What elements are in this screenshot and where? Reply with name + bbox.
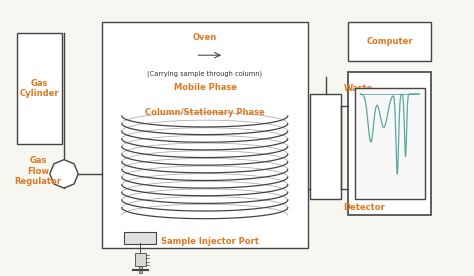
FancyBboxPatch shape — [124, 232, 156, 244]
Text: (Carrying sample through column): (Carrying sample through column) — [147, 70, 263, 77]
Text: Mobile Phase: Mobile Phase — [173, 83, 237, 92]
Text: Computer: Computer — [366, 37, 413, 46]
Text: Oven: Oven — [193, 33, 217, 42]
FancyBboxPatch shape — [348, 22, 431, 61]
Text: Gas
Cylinder: Gas Cylinder — [19, 79, 59, 98]
Text: Detector: Detector — [344, 203, 385, 212]
Text: Gas
Flow
Regulator: Gas Flow Regulator — [14, 156, 62, 186]
Text: Waste: Waste — [344, 84, 373, 93]
Polygon shape — [50, 160, 78, 188]
FancyBboxPatch shape — [139, 266, 142, 273]
Text: Sample Injector Port: Sample Injector Port — [161, 237, 259, 246]
Text: Column/Stationary Phase: Column/Stationary Phase — [145, 108, 265, 117]
FancyBboxPatch shape — [135, 253, 146, 266]
FancyBboxPatch shape — [310, 94, 341, 199]
FancyBboxPatch shape — [102, 22, 308, 248]
FancyBboxPatch shape — [355, 88, 425, 199]
FancyBboxPatch shape — [17, 33, 62, 144]
FancyBboxPatch shape — [348, 72, 431, 215]
